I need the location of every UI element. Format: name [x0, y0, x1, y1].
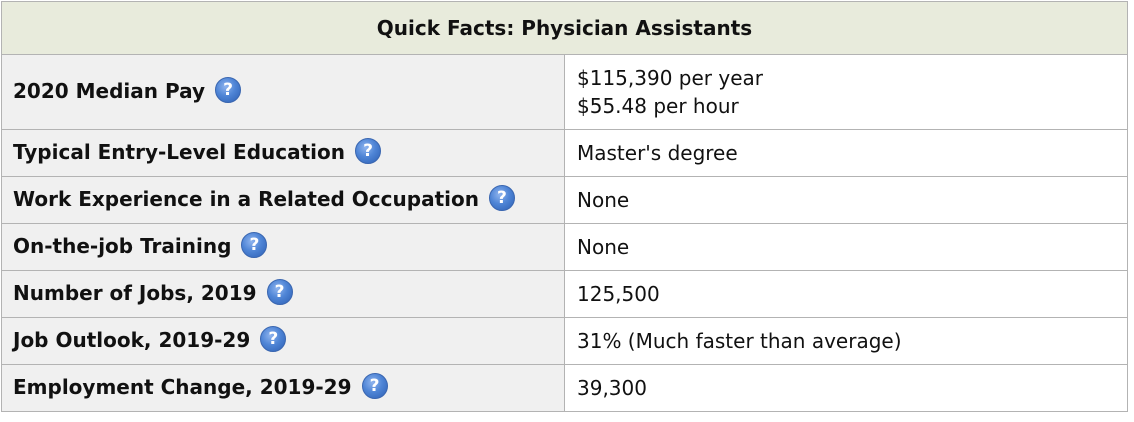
row-value-cell: None: [564, 223, 1128, 271]
help-icon[interactable]: ?: [260, 326, 287, 353]
row-label: 2020 Median Pay: [13, 78, 206, 103]
row-value-cell: $115,390 per year $55.48 per hour: [564, 54, 1128, 130]
help-icon[interactable]: ?: [355, 138, 382, 165]
row-label-cell: 2020 Median Pay?: [1, 54, 565, 130]
help-icon[interactable]: ?: [266, 279, 293, 306]
row-label-cell: Job Outlook, 2019-29?: [1, 317, 565, 365]
row-value-cell: 125,500: [564, 270, 1128, 318]
help-icon[interactable]: ?: [241, 232, 268, 259]
row-label-cell: Work Experience in a Related Occupation?: [1, 176, 565, 224]
quick-facts-table: Quick Facts: Physician Assistants 2020 M…: [1, 1, 1128, 412]
help-icon[interactable]: ?: [215, 77, 242, 104]
row-label: Typical Entry-Level Education: [13, 139, 346, 164]
row-value: $55.48 per hour: [577, 94, 739, 118]
row-label-cell: Number of Jobs, 2019?: [1, 270, 565, 318]
row-value-cell: 31% (Much faster than average): [564, 317, 1128, 365]
table-row: Employment Change, 2019-29? 39,300: [1, 364, 1128, 412]
row-label-cell: On-the-job Training?: [1, 223, 565, 271]
row-value: 31% (Much faster than average): [577, 329, 902, 353]
table-row: Number of Jobs, 2019? 125,500: [1, 270, 1128, 318]
help-icon[interactable]: ?: [361, 373, 388, 400]
table-row: 2020 Median Pay? $115,390 per year $55.4…: [1, 54, 1128, 130]
table-row: Job Outlook, 2019-29? 31% (Much faster t…: [1, 317, 1128, 365]
row-label: On-the-job Training: [13, 233, 232, 258]
row-label: Employment Change, 2019-29: [13, 374, 352, 399]
table-title: Quick Facts: Physician Assistants: [1, 1, 1128, 55]
table-row: Typical Entry-Level Education? Master's …: [1, 129, 1128, 177]
row-value: None: [577, 235, 630, 259]
row-value-cell: Master's degree: [564, 129, 1128, 177]
row-label-cell: Employment Change, 2019-29?: [1, 364, 565, 412]
row-value: None: [577, 188, 630, 212]
table-row: On-the-job Training? None: [1, 223, 1128, 271]
table-header-row: Quick Facts: Physician Assistants: [1, 1, 1128, 55]
row-label-cell: Typical Entry-Level Education?: [1, 129, 565, 177]
row-value: 125,500: [577, 282, 660, 306]
row-label: Number of Jobs, 2019: [13, 280, 257, 305]
row-label: Job Outlook, 2019-29: [13, 327, 251, 352]
help-icon[interactable]: ?: [488, 185, 515, 212]
row-value: 39,300: [577, 376, 647, 400]
table-row: Work Experience in a Related Occupation?…: [1, 176, 1128, 224]
row-label: Work Experience in a Related Occupation: [13, 186, 479, 211]
row-value: $115,390 per year: [577, 66, 763, 90]
row-value-cell: 39,300: [564, 364, 1128, 412]
row-value: Master's degree: [577, 141, 738, 165]
row-value-cell: None: [564, 176, 1128, 224]
